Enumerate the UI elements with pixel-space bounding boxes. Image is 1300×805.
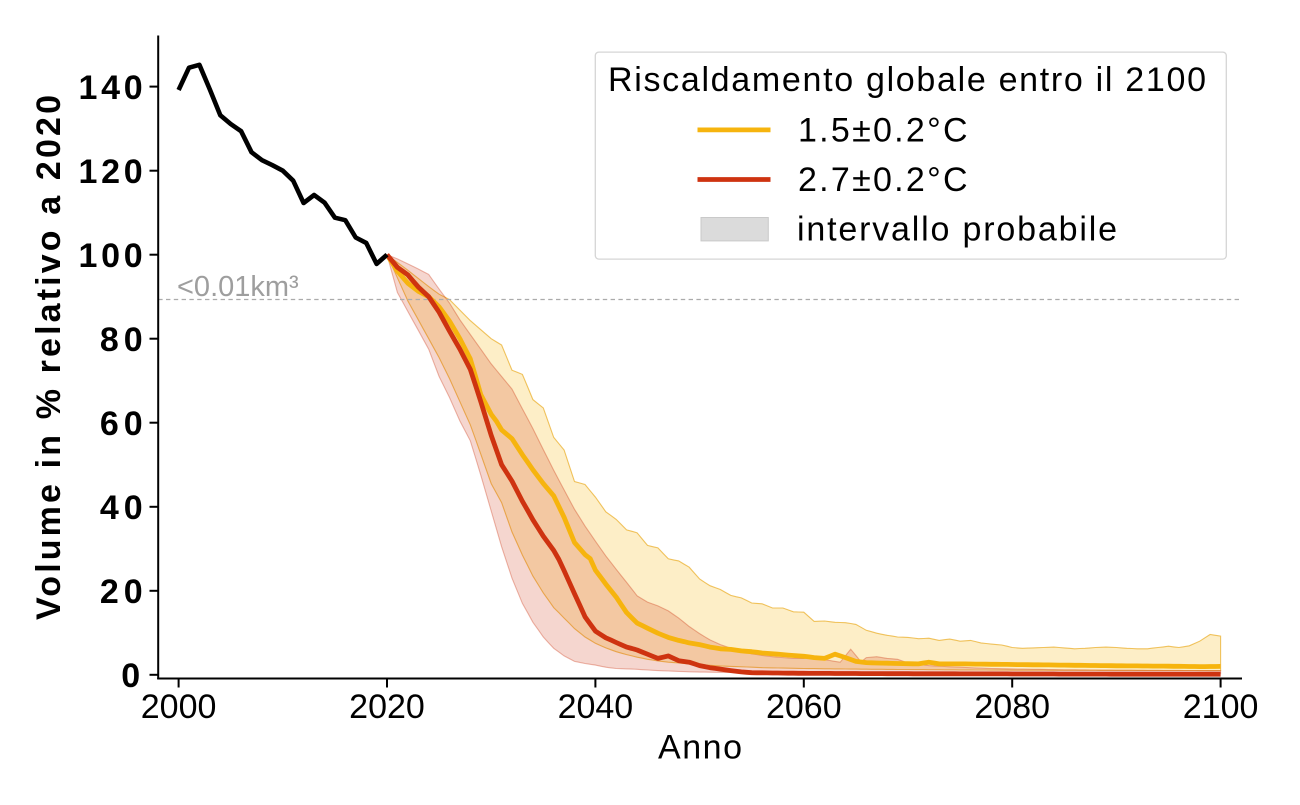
svg-text:2100: 2100: [1183, 688, 1259, 726]
svg-text:2040: 2040: [558, 688, 634, 726]
svg-text:100: 100: [79, 237, 143, 275]
svg-text:2020: 2020: [349, 688, 425, 726]
svg-text:intervallo probabile: intervallo probabile: [797, 211, 1117, 249]
svg-text:2080: 2080: [974, 688, 1050, 726]
svg-text:2060: 2060: [766, 688, 842, 726]
svg-text:<0.01km³: <0.01km³: [177, 271, 299, 303]
svg-text:2000: 2000: [141, 688, 217, 726]
svg-text:120: 120: [79, 153, 143, 191]
svg-text:Riscaldamento globale entro il: Riscaldamento globale entro il 2100: [608, 61, 1206, 99]
svg-text:2.7±0.2°C: 2.7±0.2°C: [798, 161, 968, 199]
svg-text:0: 0: [121, 657, 140, 695]
svg-text:1.5±0.2°C: 1.5±0.2°C: [798, 112, 968, 150]
svg-text:140: 140: [79, 69, 143, 107]
svg-text:Anno: Anno: [658, 729, 742, 767]
svg-text:Volume in % relativo a 2020: Volume in % relativo a 2020: [30, 95, 68, 620]
